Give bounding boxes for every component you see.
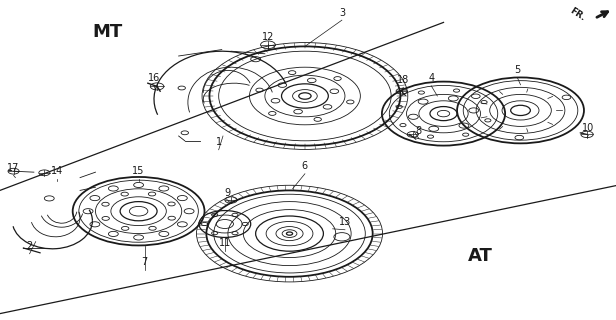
- Text: 8: 8: [416, 126, 422, 136]
- Text: 6: 6: [302, 161, 308, 171]
- Text: 3: 3: [339, 8, 345, 18]
- Text: 10: 10: [582, 123, 594, 133]
- Text: MT: MT: [92, 23, 123, 41]
- Text: 9: 9: [225, 188, 231, 198]
- Text: 16: 16: [148, 73, 160, 83]
- Text: 15: 15: [132, 166, 145, 176]
- Text: 2: 2: [26, 241, 33, 251]
- Text: 13: 13: [339, 217, 351, 227]
- Text: 12: 12: [262, 32, 274, 42]
- Text: 11: 11: [219, 238, 231, 248]
- Text: 17: 17: [7, 163, 20, 173]
- Text: AT: AT: [468, 247, 493, 265]
- Text: 1: 1: [216, 137, 222, 147]
- Text: FR.: FR.: [568, 6, 586, 23]
- Text: 7: 7: [142, 257, 148, 267]
- Text: 14: 14: [51, 166, 63, 176]
- Text: 5: 5: [514, 65, 521, 75]
- Text: 18: 18: [397, 75, 410, 85]
- Text: 4: 4: [428, 73, 434, 83]
